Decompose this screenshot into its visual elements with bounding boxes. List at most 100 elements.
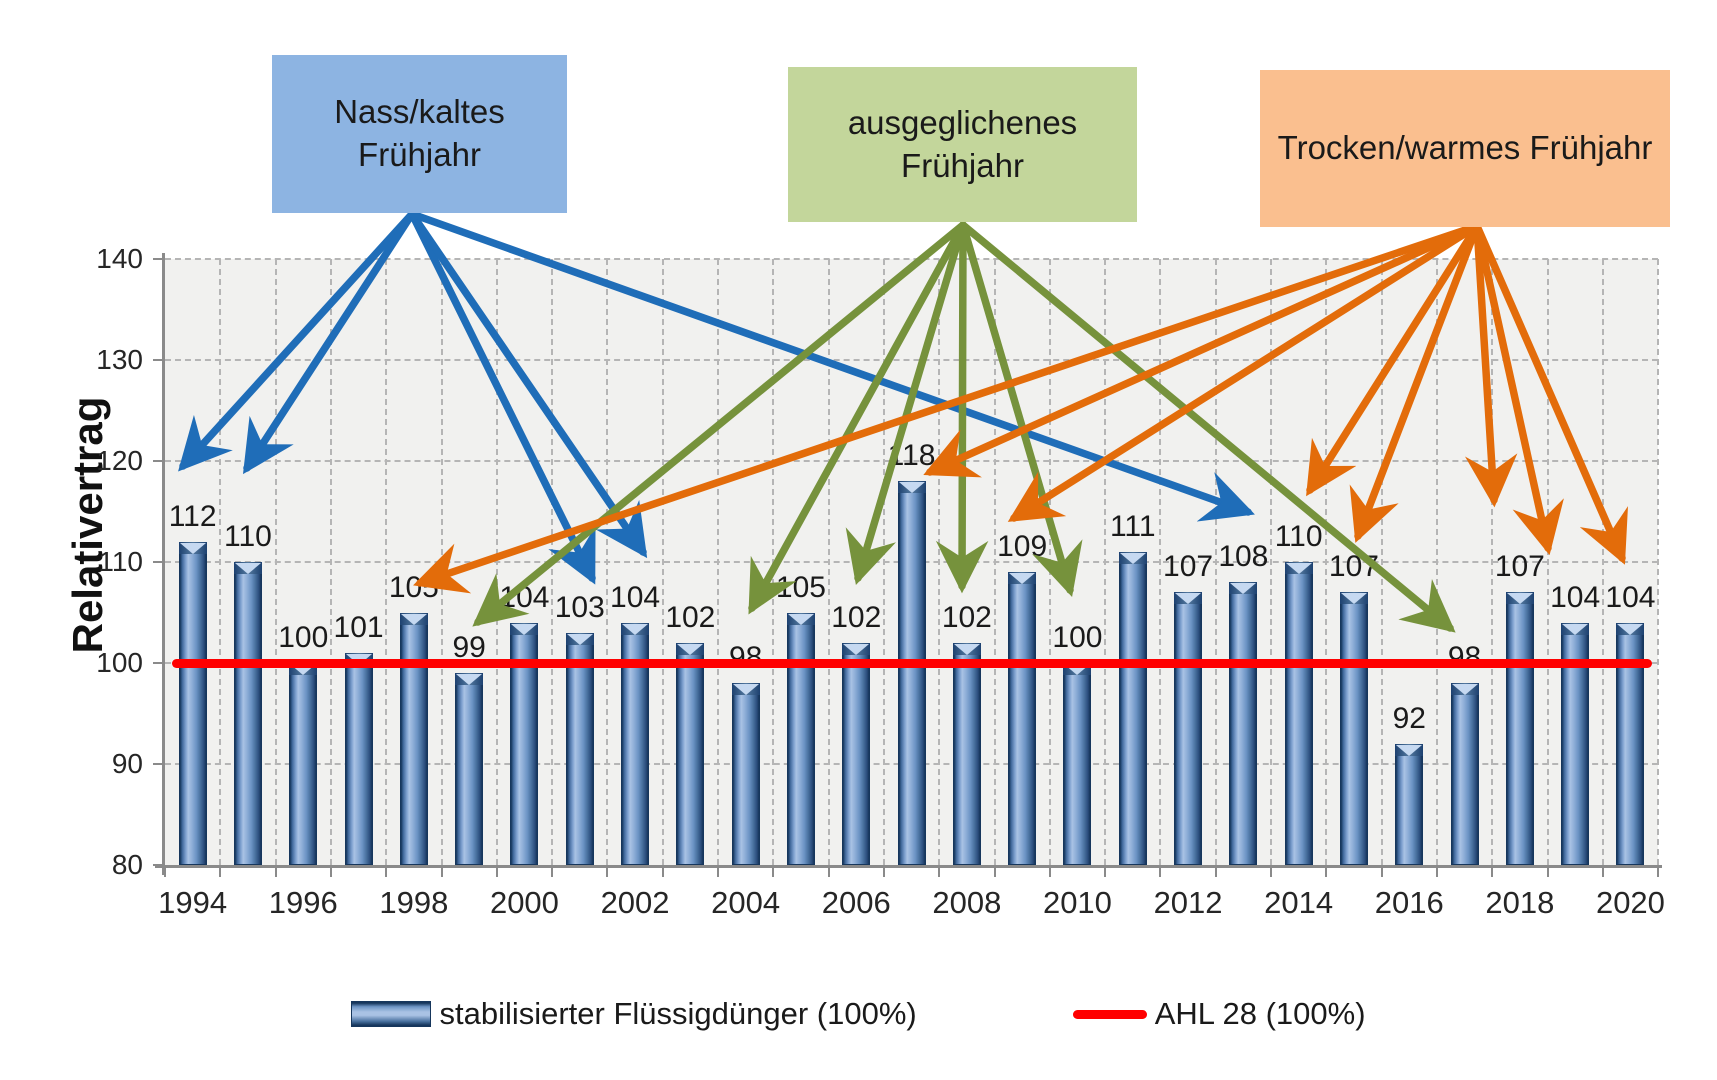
y-axis-tick: [153, 258, 163, 260]
x-tick-label: 2000: [489, 885, 559, 920]
reference-line-swatch-icon: [1072, 1009, 1147, 1019]
y-tick-label: 90: [111, 748, 143, 779]
x-axis-tick: [274, 868, 277, 877]
y-axis-tick: [153, 662, 163, 664]
bar-value-label-2009: 109: [997, 530, 1048, 564]
x-axis-tick: [717, 868, 719, 877]
bar-value-label-1996: 100: [278, 621, 329, 654]
bar-2007: [897, 481, 926, 865]
y-tick-label: 110: [98, 546, 143, 577]
y-tick-label: 130: [96, 344, 143, 375]
bar-2004: [731, 683, 760, 865]
v-gridline: [1104, 259, 1107, 865]
bar-2005: [786, 612, 815, 865]
x-axis-tick: [993, 868, 996, 877]
annotation-box-label: Trocken/warmes Frühjahr: [1277, 129, 1653, 167]
y-axis-tick: [153, 561, 163, 563]
x-tick-label: 2008: [932, 885, 1002, 920]
v-gridline: [827, 259, 830, 865]
x-axis-tick: [938, 868, 941, 877]
v-gridline: [274, 259, 277, 865]
x-axis-tick: [1325, 868, 1328, 877]
x-axis-tick: [1048, 868, 1051, 877]
x-tick-label: 2004: [711, 885, 781, 920]
bar-value-label-2006: 102: [831, 600, 882, 634]
bar-value-label-2020: 104: [1605, 580, 1656, 614]
h-gridline: [165, 258, 1658, 260]
v-gridline: [717, 259, 719, 865]
y-tick-label: 140: [96, 243, 143, 274]
y-tick-label: 80: [111, 849, 143, 880]
bar-2009: [1008, 572, 1037, 865]
v-gridline: [329, 259, 332, 865]
x-axis-line: [155, 865, 1662, 868]
annotation-box-label: Nass/kaltes Frühjahr: [334, 93, 505, 173]
x-tick-label: 2002: [600, 885, 670, 920]
annotation-box-dry-warm-spring: Trocken/warmes Frühjahr: [1260, 70, 1670, 227]
x-axis-tick: [1435, 868, 1438, 877]
bar-value-label-2010: 100: [1052, 621, 1103, 654]
x-tick-label: 2020: [1595, 885, 1665, 920]
x-axis-tick: [827, 868, 830, 877]
bar-value-label-2019: 104: [1550, 580, 1601, 614]
bar-value-label-2011: 111: [1109, 509, 1156, 543]
x-axis-tick: [1104, 868, 1107, 877]
bar-value-label-2008: 102: [941, 600, 992, 634]
bar-series-swatch-icon: [351, 1001, 432, 1027]
bar-value-label-2015: 107: [1328, 550, 1379, 584]
x-tick-label: 1998: [379, 885, 449, 920]
bar-1997: [344, 652, 373, 865]
y-axis-tick: [153, 460, 163, 462]
bar-1994: [178, 541, 207, 865]
v-gridline: [1435, 259, 1438, 865]
v-gridline: [1491, 259, 1494, 865]
bar-value-label-2014: 110: [1274, 520, 1323, 553]
bar-value-label-2018: 107: [1494, 550, 1545, 584]
v-gridline: [772, 259, 775, 865]
bar-value-label-2007: 118: [887, 439, 936, 473]
y-axis-tick: [153, 864, 163, 866]
reference-line-ahl28: [172, 658, 1652, 668]
x-axis-tick: [882, 868, 885, 877]
v-gridline: [551, 259, 554, 865]
bar-value-label-2016: 92: [1392, 701, 1426, 735]
v-gridline: [938, 259, 941, 865]
legend-item-bars: stabilisierter Flüssigdünger (100%): [351, 996, 917, 1032]
h-gridline: [165, 359, 1658, 361]
x-tick-label: 2016: [1374, 885, 1444, 920]
y-axis-tick: [153, 763, 163, 765]
x-axis-tick: [329, 868, 332, 877]
x-axis-tick: [164, 868, 166, 877]
x-tick-label: 2012: [1153, 885, 1223, 920]
bar-1996: [289, 663, 318, 865]
bar-value-label-2004: 98: [728, 641, 763, 675]
legend-label: stabilisierter Flüssigdünger (100%): [439, 996, 917, 1031]
bar-2006: [842, 642, 871, 865]
bar-value-label-1997: 101: [333, 610, 384, 644]
x-axis-tick: [1491, 868, 1494, 877]
x-axis-tick: [551, 868, 554, 877]
v-gridline: [1601, 259, 1604, 865]
annotation-box-balanced-spring: ausgeglichenes Frühjahr: [788, 67, 1137, 222]
x-tick-label: 2018: [1485, 885, 1555, 920]
x-axis-tick: [495, 868, 498, 877]
x-axis-tick: [1270, 868, 1272, 877]
bar-2016: [1395, 743, 1424, 865]
bar-value-label-2003: 102: [665, 600, 716, 634]
chart-legend: stabilisierter Flüssigdünger (100%) AHL …: [0, 996, 1717, 1032]
x-axis-tick: [440, 868, 443, 877]
bar-value-label-1994: 112: [168, 499, 217, 533]
x-axis-tick: [772, 868, 775, 877]
annotation-box-wet-cold-spring: Nass/kaltes Frühjahr: [272, 55, 567, 213]
bar-1999: [455, 673, 484, 865]
x-axis-tick: [606, 868, 609, 877]
x-tick-label: 2014: [1264, 885, 1334, 920]
x-axis-tick: [1380, 868, 1383, 877]
x-tick-label: 2006: [821, 885, 891, 920]
v-gridline: [440, 259, 443, 865]
bar-2015: [1339, 592, 1368, 865]
v-gridline: [661, 259, 664, 865]
v-gridline: [1657, 259, 1660, 865]
v-gridline: [219, 259, 222, 865]
